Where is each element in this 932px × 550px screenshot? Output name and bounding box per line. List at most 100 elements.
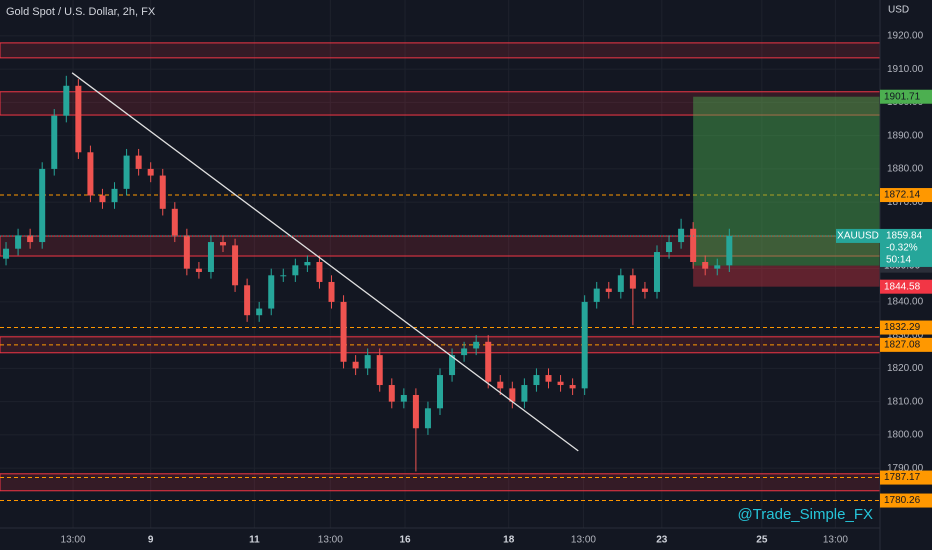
candle-body [376,355,383,386]
candle-body [111,188,118,203]
stop-badge [880,279,932,294]
candle-body [195,268,202,272]
candle-body [244,285,251,316]
candle-body [569,385,576,389]
x-tick-label: 13:00 [823,535,848,546]
candle-body [545,375,552,382]
candle-body [497,381,504,389]
candle-body [424,408,431,429]
candle-body [533,375,540,386]
level-label: 1780.26 [884,495,921,506]
candle-body [581,301,588,389]
candle-body [147,168,154,176]
y-tick-label: 1830.00 [887,330,924,341]
x-tick-label: 18 [503,535,515,546]
candle-body [509,388,516,402]
candle-body [15,235,22,249]
candle-body [268,275,275,309]
candle-body [726,235,733,266]
candle-body [593,288,600,302]
y-tick-label: 1820.00 [887,363,924,374]
x-tick-label: 9 [148,535,154,546]
candle-body [99,195,106,203]
last-value: 1859.84 [886,231,923,242]
candle-body [521,385,528,402]
candle-body [183,235,190,269]
candle-body [123,155,130,189]
symbol-badge [836,228,880,243]
x-tick-label: 13:00 [318,535,343,546]
target-badge [880,89,932,104]
candle-body [304,262,311,266]
level-label: 1827.08 [884,340,921,351]
candle-body [485,341,492,382]
y-tick-label: 1920.00 [887,31,924,42]
last-badge [880,228,932,267]
candle-body [449,355,456,376]
candle-body [666,242,673,253]
x-tick-label: 13:00 [571,535,596,546]
candle-body [75,85,82,153]
candle-body [328,281,335,302]
last-change: -0.32% [886,243,918,254]
candle-body [617,275,624,292]
symbol-label: XAUUSD [837,231,879,242]
currency: USD [888,5,909,16]
candle-body [653,252,660,292]
candle-body [232,245,239,286]
candle-body [63,85,70,116]
y-tick-label: 1870.00 [887,197,924,208]
x-tick-label: 23 [656,535,668,546]
level-label: 1872.14 [884,190,921,201]
candle-body [364,355,371,369]
y-tick-label: 1880.00 [887,164,924,175]
x-tick-label: 13:00 [61,535,86,546]
x-tick-label: 25 [756,535,768,546]
level-badge [880,493,932,508]
zone [0,336,881,354]
y-tick-label: 1840.00 [887,297,924,308]
candle-body [641,288,648,292]
candle-body [220,242,227,246]
candle-body [27,235,34,243]
y-tick-label: 1810.00 [887,396,924,407]
candle-body [207,242,214,272]
candle-body [437,375,443,409]
candle-body [473,341,480,349]
level-badge [880,337,932,352]
candle-body [388,385,395,402]
y-tick-label: 1910.00 [887,64,924,75]
candle-body [3,248,10,259]
level-badge [880,470,932,485]
candle-body [557,381,564,386]
x-tick-label: 11 [249,535,260,546]
candle-body [605,288,612,292]
level-badge [880,188,932,203]
level-label: 1787.17 [884,472,921,483]
candle-body [714,265,721,269]
candle-body [702,262,709,269]
candle-body [135,155,142,169]
y-tick-label: 1800.00 [887,430,924,441]
stop-label: 1844.58 [884,281,921,292]
candle-body [340,301,347,362]
candle-body [316,262,323,282]
candle-body [159,175,166,209]
level-label: 1832.29 [884,322,921,333]
watermark: @Trade_Simple_FX [737,506,873,523]
candle-body [690,228,697,263]
stop-zone [693,265,880,287]
x-tick-label: 16 [399,535,411,546]
candle-body [461,348,468,356]
candle-body [400,395,407,402]
zone [0,473,881,492]
target-label: 1901.71 [884,91,921,102]
candle-body [51,115,58,169]
candle-body [678,228,685,243]
candle-body [352,361,359,369]
candle-body [39,168,46,243]
candle-body [171,208,178,236]
zone [0,42,881,59]
y-tick-label: 1790.00 [887,463,924,474]
